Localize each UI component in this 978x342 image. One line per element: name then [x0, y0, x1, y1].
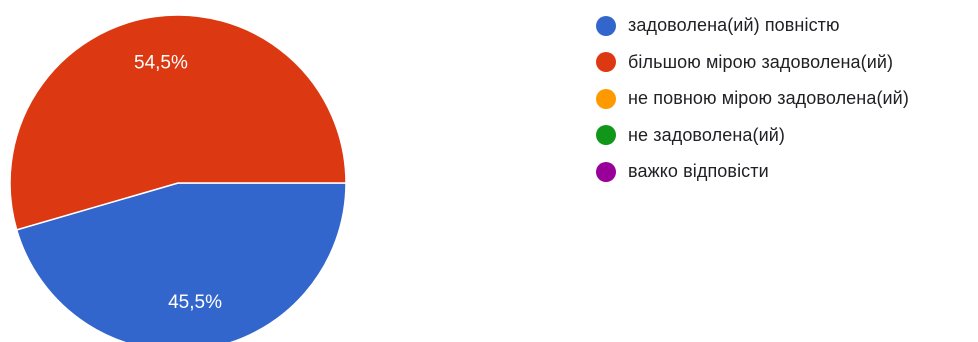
legend-item[interactable]: важко відповісти [596, 159, 909, 184]
legend-item[interactable]: не задоволена(ий) [596, 123, 909, 148]
legend-swatch [596, 15, 616, 36]
pie-slice[interactable] [9, 14, 347, 231]
slice-value-label: 54,5% [134, 52, 188, 73]
chart-legend: задоволена(ий) повністю більшою мірою за… [596, 13, 909, 196]
legend-item[interactable]: задоволена(ий) повністю [596, 13, 909, 38]
legend-swatch [596, 161, 616, 182]
legend-label: не задоволена(ий) [628, 124, 785, 145]
legend-item[interactable]: більшою мірою задоволена(ий) [596, 50, 909, 75]
legend-label: задоволена(ий) повністю [628, 15, 840, 35]
legend-label: важко відповісти [628, 161, 769, 181]
legend-item[interactable]: не повною мірою задоволена(ий) [596, 86, 909, 111]
slice-value-label: 45,5% [168, 292, 222, 313]
pie-slice[interactable] [15, 182, 347, 342]
legend-swatch [596, 125, 616, 145]
legend-swatch [596, 52, 616, 72]
legend-swatch [596, 88, 616, 109]
pie-plot-area: 45,5% 54,5% [9, 14, 347, 342]
legend-label: більшою мірою задоволена(ий) [628, 51, 894, 72]
legend-label: не повною мірою задоволена(ий) [628, 88, 909, 108]
